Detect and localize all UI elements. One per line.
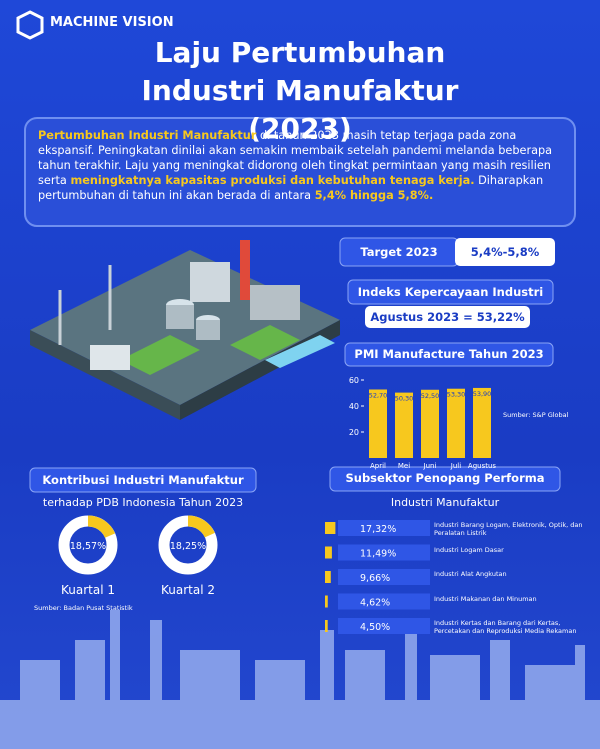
intro-segment: Diharapkan pertumbuhan di tahun ini akan…: [38, 174, 544, 202]
category-label: Industri Logam Dasar: [434, 545, 504, 554]
value-label: 18,57%: [70, 541, 106, 552]
chart-title: Kontribusi Industri Manufaktur: [42, 473, 244, 487]
source: Sumber: Badan Pusat Statistik: [34, 604, 133, 612]
y-tick-label: 20: [349, 428, 359, 437]
bar: [325, 620, 328, 632]
subsector-title-box: [329, 466, 561, 492]
value-label: 52,50: [421, 392, 440, 400]
value-box: [338, 618, 430, 634]
value-label: 53,30: [447, 391, 466, 399]
value-label: 18,25%: [170, 541, 206, 552]
bar: [369, 389, 387, 458]
value-box: [338, 520, 430, 536]
highlight-text: Pertumbuhan Industri Manufaktur: [38, 129, 257, 142]
x-tick-label: Agustus: [468, 462, 496, 470]
bar: [325, 522, 336, 534]
value-label: 50,30: [395, 395, 414, 403]
value-label: 4,50%: [360, 622, 390, 633]
bar: [421, 389, 439, 458]
confidence-label: Indeks Kepercayaan Industri: [357, 285, 544, 299]
confidence-label-box: [347, 279, 554, 305]
category-label: Industri Makanan dan Minuman: [434, 594, 537, 603]
bar: [447, 388, 465, 458]
chart-subtitle: Industri Manufaktur: [390, 496, 500, 509]
bar: [325, 595, 328, 608]
bar: [473, 387, 491, 458]
bar: [325, 571, 331, 583]
value-box: [338, 569, 430, 585]
category-label: Industri Alat Angkutan: [434, 570, 507, 578]
category-label: Kuartal 1: [61, 583, 115, 597]
donut-arc: [187, 515, 215, 538]
x-tick-label: Juni: [423, 462, 437, 470]
value-label: 4,62%: [360, 598, 390, 609]
x-tick-label: Mei: [398, 462, 410, 470]
skyline: [0, 610, 600, 749]
value-label: 52,70: [369, 391, 388, 399]
target-value: 5,4%-5,8%: [470, 245, 540, 259]
value-label: 9,66%: [360, 573, 390, 584]
chart-title: PMI Manufacture Tahun 2023: [354, 347, 544, 361]
title: Laju Pertumbuhan Industri Manufaktur (20…: [141, 36, 459, 145]
highlight-text: meningkatnya kapasitas produksi dan kebu…: [70, 174, 475, 187]
value-label: 17,32%: [360, 524, 396, 535]
category-label: Industri Barang Logam, Elektronik, Optik…: [434, 521, 583, 537]
contribution-title-box: [29, 467, 257, 493]
highlight-text: 5,4% hingga 5,8%.: [314, 189, 434, 202]
intro-box: [24, 117, 576, 227]
donut-arc: [87, 515, 116, 539]
target-label: Target 2023: [360, 245, 438, 259]
x-tick-label: Juli: [450, 462, 461, 470]
value-box: [338, 593, 430, 610]
bar: [395, 392, 413, 458]
intro-text: Pertumbuhan Industri Manufaktur di tahun…: [38, 128, 562, 203]
target-value-box: [455, 238, 555, 266]
value-box: [338, 544, 430, 561]
value-label: 11,49%: [360, 549, 396, 560]
chart-title: Subsektor Penopang Performa: [345, 471, 545, 485]
confidence-value: Agustus 2023 = 53,22%: [370, 310, 525, 324]
chart-subtitle: terhadap PDB Indonesia Tahun 2023: [42, 496, 244, 509]
confidence-value-box: [365, 306, 530, 328]
source: Sumber: S&P Global: [503, 411, 569, 419]
value-label: 53,90: [473, 390, 492, 398]
pmi-title-box: [344, 342, 554, 367]
logo: [16, 10, 44, 40]
y-tick-label: 40: [349, 402, 359, 411]
brand: MACHINE VISION: [50, 15, 174, 30]
factory-illustration: [30, 240, 340, 420]
bar: [325, 546, 332, 559]
intro-segment: di tahun 2023 masih tetap terjaga pada z…: [38, 129, 553, 187]
x-tick-label: April: [370, 462, 386, 470]
category-label: Industri Kertas dan Barang dari Kertas, …: [434, 619, 577, 635]
y-tick-label: 60: [349, 376, 359, 385]
category-label: Kuartal 2: [161, 583, 215, 597]
